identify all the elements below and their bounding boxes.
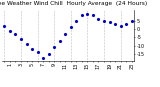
Text: Milwaukee Weather Wind Chill  Hourly Average  (24 Hours): Milwaukee Weather Wind Chill Hourly Aver…: [0, 1, 147, 6]
